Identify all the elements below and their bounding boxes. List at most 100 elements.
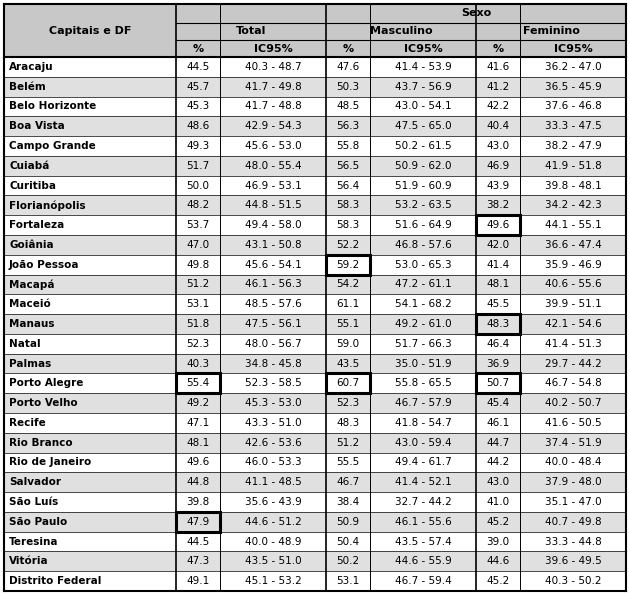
Text: São Luís: São Luís	[9, 497, 58, 507]
Text: 36.2 - 47.0: 36.2 - 47.0	[545, 62, 601, 72]
Text: 43.0: 43.0	[486, 477, 510, 487]
Bar	[370, 295, 476, 314]
Bar	[220, 532, 326, 552]
Text: Rio de Janeiro: Rio de Janeiro	[9, 458, 91, 468]
Text: Maceió: Maceió	[9, 299, 51, 309]
Bar	[476, 374, 520, 393]
Bar	[476, 353, 520, 374]
Bar	[520, 77, 626, 96]
Bar	[476, 215, 520, 235]
Bar	[520, 314, 626, 334]
Text: Rio Branco: Rio Branco	[9, 438, 72, 447]
Bar	[370, 176, 476, 195]
Bar	[4, 571, 176, 591]
Bar	[476, 393, 520, 413]
Bar	[370, 374, 476, 393]
Text: 35.0 - 51.9: 35.0 - 51.9	[394, 359, 451, 368]
Bar	[520, 374, 626, 393]
Bar	[176, 413, 220, 433]
Text: Boa Vista: Boa Vista	[9, 121, 65, 131]
Bar	[176, 117, 220, 136]
Bar	[176, 235, 220, 255]
Text: 43.7 - 56.9: 43.7 - 56.9	[394, 82, 451, 92]
Bar	[176, 472, 220, 492]
Text: 43.5 - 51.0: 43.5 - 51.0	[244, 556, 301, 566]
Bar	[520, 235, 626, 255]
Bar	[520, 353, 626, 374]
Bar	[220, 334, 326, 353]
Text: 41.4 - 52.1: 41.4 - 52.1	[394, 477, 451, 487]
Bar	[326, 77, 370, 96]
Text: 47.3: 47.3	[186, 556, 210, 566]
Bar	[370, 255, 476, 274]
Text: 49.2 - 61.0: 49.2 - 61.0	[394, 319, 451, 329]
Text: 52.2: 52.2	[336, 240, 360, 250]
Bar	[370, 274, 476, 295]
Text: 49.2: 49.2	[186, 398, 210, 408]
Bar	[326, 96, 370, 117]
Text: 39.8: 39.8	[186, 497, 210, 507]
Bar	[176, 136, 220, 156]
Text: 48.2: 48.2	[186, 201, 210, 211]
Bar	[326, 353, 370, 374]
Bar	[326, 492, 370, 512]
Bar	[370, 353, 476, 374]
Text: 61.1: 61.1	[336, 299, 360, 309]
Text: 46.7 - 54.8: 46.7 - 54.8	[544, 378, 602, 389]
Text: IC95%: IC95%	[254, 43, 292, 54]
Text: 37.9 - 48.0: 37.9 - 48.0	[545, 477, 601, 487]
Text: 49.6: 49.6	[186, 458, 210, 468]
Bar	[326, 274, 370, 295]
Text: 58.3: 58.3	[336, 220, 360, 230]
Bar	[520, 571, 626, 591]
Text: 43.0: 43.0	[486, 141, 510, 151]
Text: %: %	[343, 43, 353, 54]
Text: 46.1 - 56.3: 46.1 - 56.3	[244, 280, 301, 289]
Text: 51.6 - 64.9: 51.6 - 64.9	[394, 220, 451, 230]
Text: 34.2 - 42.3: 34.2 - 42.3	[544, 201, 602, 211]
Text: 41.0: 41.0	[486, 497, 510, 507]
Bar	[4, 552, 176, 571]
Bar	[176, 156, 220, 176]
Bar	[520, 255, 626, 274]
Bar	[370, 215, 476, 235]
Bar	[476, 314, 520, 334]
Text: 48.3: 48.3	[336, 418, 360, 428]
Bar	[220, 472, 326, 492]
Bar	[326, 374, 370, 393]
Bar	[176, 57, 220, 77]
Text: Sexo: Sexo	[461, 8, 491, 18]
Text: 32.7 - 44.2: 32.7 - 44.2	[394, 497, 451, 507]
Bar	[476, 57, 520, 77]
Bar	[520, 433, 626, 453]
Text: 45.2: 45.2	[486, 517, 510, 527]
Text: 51.7 - 66.3: 51.7 - 66.3	[394, 339, 451, 349]
Text: 40.2 - 50.7: 40.2 - 50.7	[545, 398, 601, 408]
Text: Feminino: Feminino	[522, 27, 580, 36]
Bar	[520, 117, 626, 136]
Bar	[4, 413, 176, 433]
Text: 47.5 - 56.1: 47.5 - 56.1	[244, 319, 301, 329]
Text: 44.6 - 51.2: 44.6 - 51.2	[244, 517, 301, 527]
Text: 45.6 - 54.1: 45.6 - 54.1	[244, 259, 301, 270]
Text: 48.1: 48.1	[186, 438, 210, 447]
Bar	[220, 552, 326, 571]
Text: 42.2: 42.2	[486, 101, 510, 111]
Bar	[176, 552, 220, 571]
Bar	[370, 195, 476, 215]
Bar	[326, 176, 370, 195]
Bar	[326, 393, 370, 413]
Bar	[520, 215, 626, 235]
Bar	[476, 512, 520, 532]
Bar	[520, 334, 626, 353]
Bar	[220, 453, 326, 472]
Bar	[220, 40, 326, 57]
Bar	[220, 77, 326, 96]
Bar	[476, 571, 520, 591]
Bar	[326, 532, 370, 552]
Bar	[520, 492, 626, 512]
Text: 50.9 - 62.0: 50.9 - 62.0	[395, 161, 451, 171]
Bar	[326, 57, 370, 77]
Text: 47.0: 47.0	[186, 240, 210, 250]
Text: 45.5: 45.5	[486, 299, 510, 309]
